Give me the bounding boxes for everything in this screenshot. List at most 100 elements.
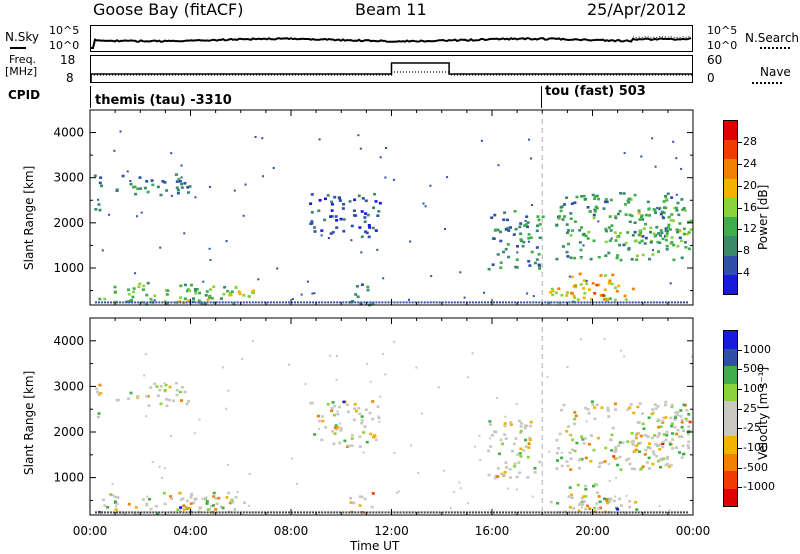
time-tick-label: 12:00 xyxy=(374,524,409,538)
noise-sky-label: N.Sky xyxy=(5,30,40,44)
power-colorbar-segment xyxy=(724,159,737,179)
power-ytick-label: 4000 xyxy=(53,126,84,140)
velocity-ytick-label: 2000 xyxy=(53,425,84,439)
noise-tick-lo-left: 10^0 xyxy=(49,39,80,52)
power-ytick-label: 2000 xyxy=(53,216,84,230)
velocity-colorbar-segment xyxy=(724,401,737,419)
nave-label: Nave xyxy=(760,65,791,79)
beam-title: Beam 11 xyxy=(355,0,427,19)
velocity-colorbar-tick: -1000 xyxy=(743,480,775,494)
velocity-ylabel: Slant Range [km] xyxy=(22,370,36,475)
power-colorbar xyxy=(723,120,738,295)
freq-label-1: Freq. xyxy=(9,53,37,66)
power-colorbar-segment xyxy=(724,255,737,275)
cpid-change-marker xyxy=(541,86,542,108)
time-tick-label: 16:00 xyxy=(475,524,510,538)
velocity-colorbar-tickmark xyxy=(738,428,742,430)
velocity-colorbar-segment xyxy=(724,366,737,384)
noise-tick-hi-right: 10^5 xyxy=(707,24,738,37)
power-colorbar-tickmark xyxy=(738,229,742,231)
nave-tick-lo: 0 xyxy=(707,71,715,85)
cpid-label: CPID xyxy=(8,88,41,102)
velocity-ytick-label: 4000 xyxy=(53,334,84,348)
nave-legend-line xyxy=(752,82,782,84)
velocity-colorbar-tick: -100 xyxy=(743,441,768,454)
velocity-colorbar-tickmark xyxy=(738,389,742,390)
velocity-ytick-label: 1000 xyxy=(53,471,84,485)
velocity-colorbar-tick: -500 xyxy=(743,460,768,474)
velocity-colorbar-segment xyxy=(724,348,737,366)
power-colorbar-tick: 20 xyxy=(743,178,757,192)
power-echo-cells xyxy=(93,130,694,307)
power-colorbar-tickmark xyxy=(738,163,742,165)
noise-search-legend-line xyxy=(760,47,790,49)
velocity-colorbar-segment xyxy=(724,331,737,349)
time-tick-label: 04:00 xyxy=(173,524,208,538)
power-colorbar-tick: 12 xyxy=(743,222,757,236)
noise-trace xyxy=(91,35,692,49)
velocity-colorbar-segment xyxy=(724,383,737,401)
velocity-colorbar-tick: 1000 xyxy=(743,342,771,356)
power-colorbar-tick: 4 xyxy=(743,266,750,280)
velocity-colorbar-tickmark xyxy=(738,487,742,489)
velocity-panel: 1000 2000 3000 4000 00:00 04:00 08:00 12:00 16:0… xyxy=(53,317,711,538)
velocity-colorbar xyxy=(723,330,738,507)
power-ytick-label: 1000 xyxy=(53,261,84,275)
station-title: Goose Bay (fitACF) xyxy=(93,0,244,19)
power-colorbar-segment xyxy=(724,274,737,294)
freq-panel xyxy=(90,55,693,83)
power-colorbar-tick: 16 xyxy=(743,200,757,214)
time-tick-label: 08:00 xyxy=(274,524,309,538)
power-panel: 1000 2000 3000 4000 xyxy=(53,109,694,307)
velocity-colorbar-tickmark xyxy=(738,349,742,351)
power-colorbar-segment xyxy=(724,236,737,256)
power-ylabel: Slant Range [km] xyxy=(22,165,36,270)
velocity-colorbar-tickmark xyxy=(738,467,742,469)
cpid-program-1: themis (tau) -3310 xyxy=(95,93,232,108)
power-colorbar-tickmark xyxy=(738,141,742,143)
freq-tick-hi: 18 xyxy=(60,53,76,67)
velocity-colorbar-segment xyxy=(724,453,737,471)
power-colorbar-segment xyxy=(724,217,737,237)
velocity-colorbar-tick: -25 xyxy=(743,421,761,435)
velocity-colorbar-tick: 25 xyxy=(743,401,757,415)
velocity-echo-cells xyxy=(95,338,694,515)
time-axis-label: Time UT xyxy=(350,539,400,553)
velocity-colorbar-tick: 100 xyxy=(743,382,764,395)
date-title: 25/Apr/2012 xyxy=(587,0,687,19)
freq-label-2: [MHz] xyxy=(5,65,38,78)
power-colorbar-tickmark xyxy=(738,251,742,253)
time-tick-label: 20:00 xyxy=(575,524,610,538)
velocity-colorbar-tickmark xyxy=(738,448,742,449)
power-colorbar-label: Power [dB] xyxy=(756,184,770,250)
power-colorbar-tick: 28 xyxy=(743,134,757,148)
freq-trace xyxy=(91,62,692,82)
power-ytick-label: 3000 xyxy=(53,171,84,185)
cpid-start-marker xyxy=(90,86,91,108)
noise-panel xyxy=(90,25,693,52)
velocity-colorbar-segment xyxy=(724,436,737,454)
noise-tick-hi-left: 10^5 xyxy=(49,24,80,37)
velocity-colorbar-segment xyxy=(724,471,737,489)
power-colorbar-tickmark xyxy=(738,185,742,187)
nave-tick-hi: 60 xyxy=(707,53,723,67)
velocity-colorbar-tick: 500 xyxy=(743,362,764,376)
power-colorbar-tick: 8 xyxy=(743,244,750,258)
velocity-colorbar-segment xyxy=(724,418,737,436)
noise-tick-lo-right: 10^0 xyxy=(707,39,738,52)
velocity-ytick-label: 3000 xyxy=(53,379,84,393)
power-colorbar-segment xyxy=(724,121,737,141)
power-colorbar-segment xyxy=(724,197,737,218)
noise-search-label: N.Search xyxy=(745,31,800,45)
time-tick-label: 00:00 xyxy=(676,524,711,538)
noise-sky-legend-line xyxy=(10,47,26,49)
cpid-program-2: tou (fast) 503 xyxy=(545,84,646,99)
velocity-colorbar-tickmark xyxy=(738,408,742,410)
power-colorbar-tickmark xyxy=(738,273,742,275)
power-colorbar-tick: 24 xyxy=(743,156,757,170)
power-colorbar-segment xyxy=(724,140,737,160)
power-colorbar-tickmark xyxy=(738,207,742,209)
velocity-colorbar-segment xyxy=(724,488,737,506)
